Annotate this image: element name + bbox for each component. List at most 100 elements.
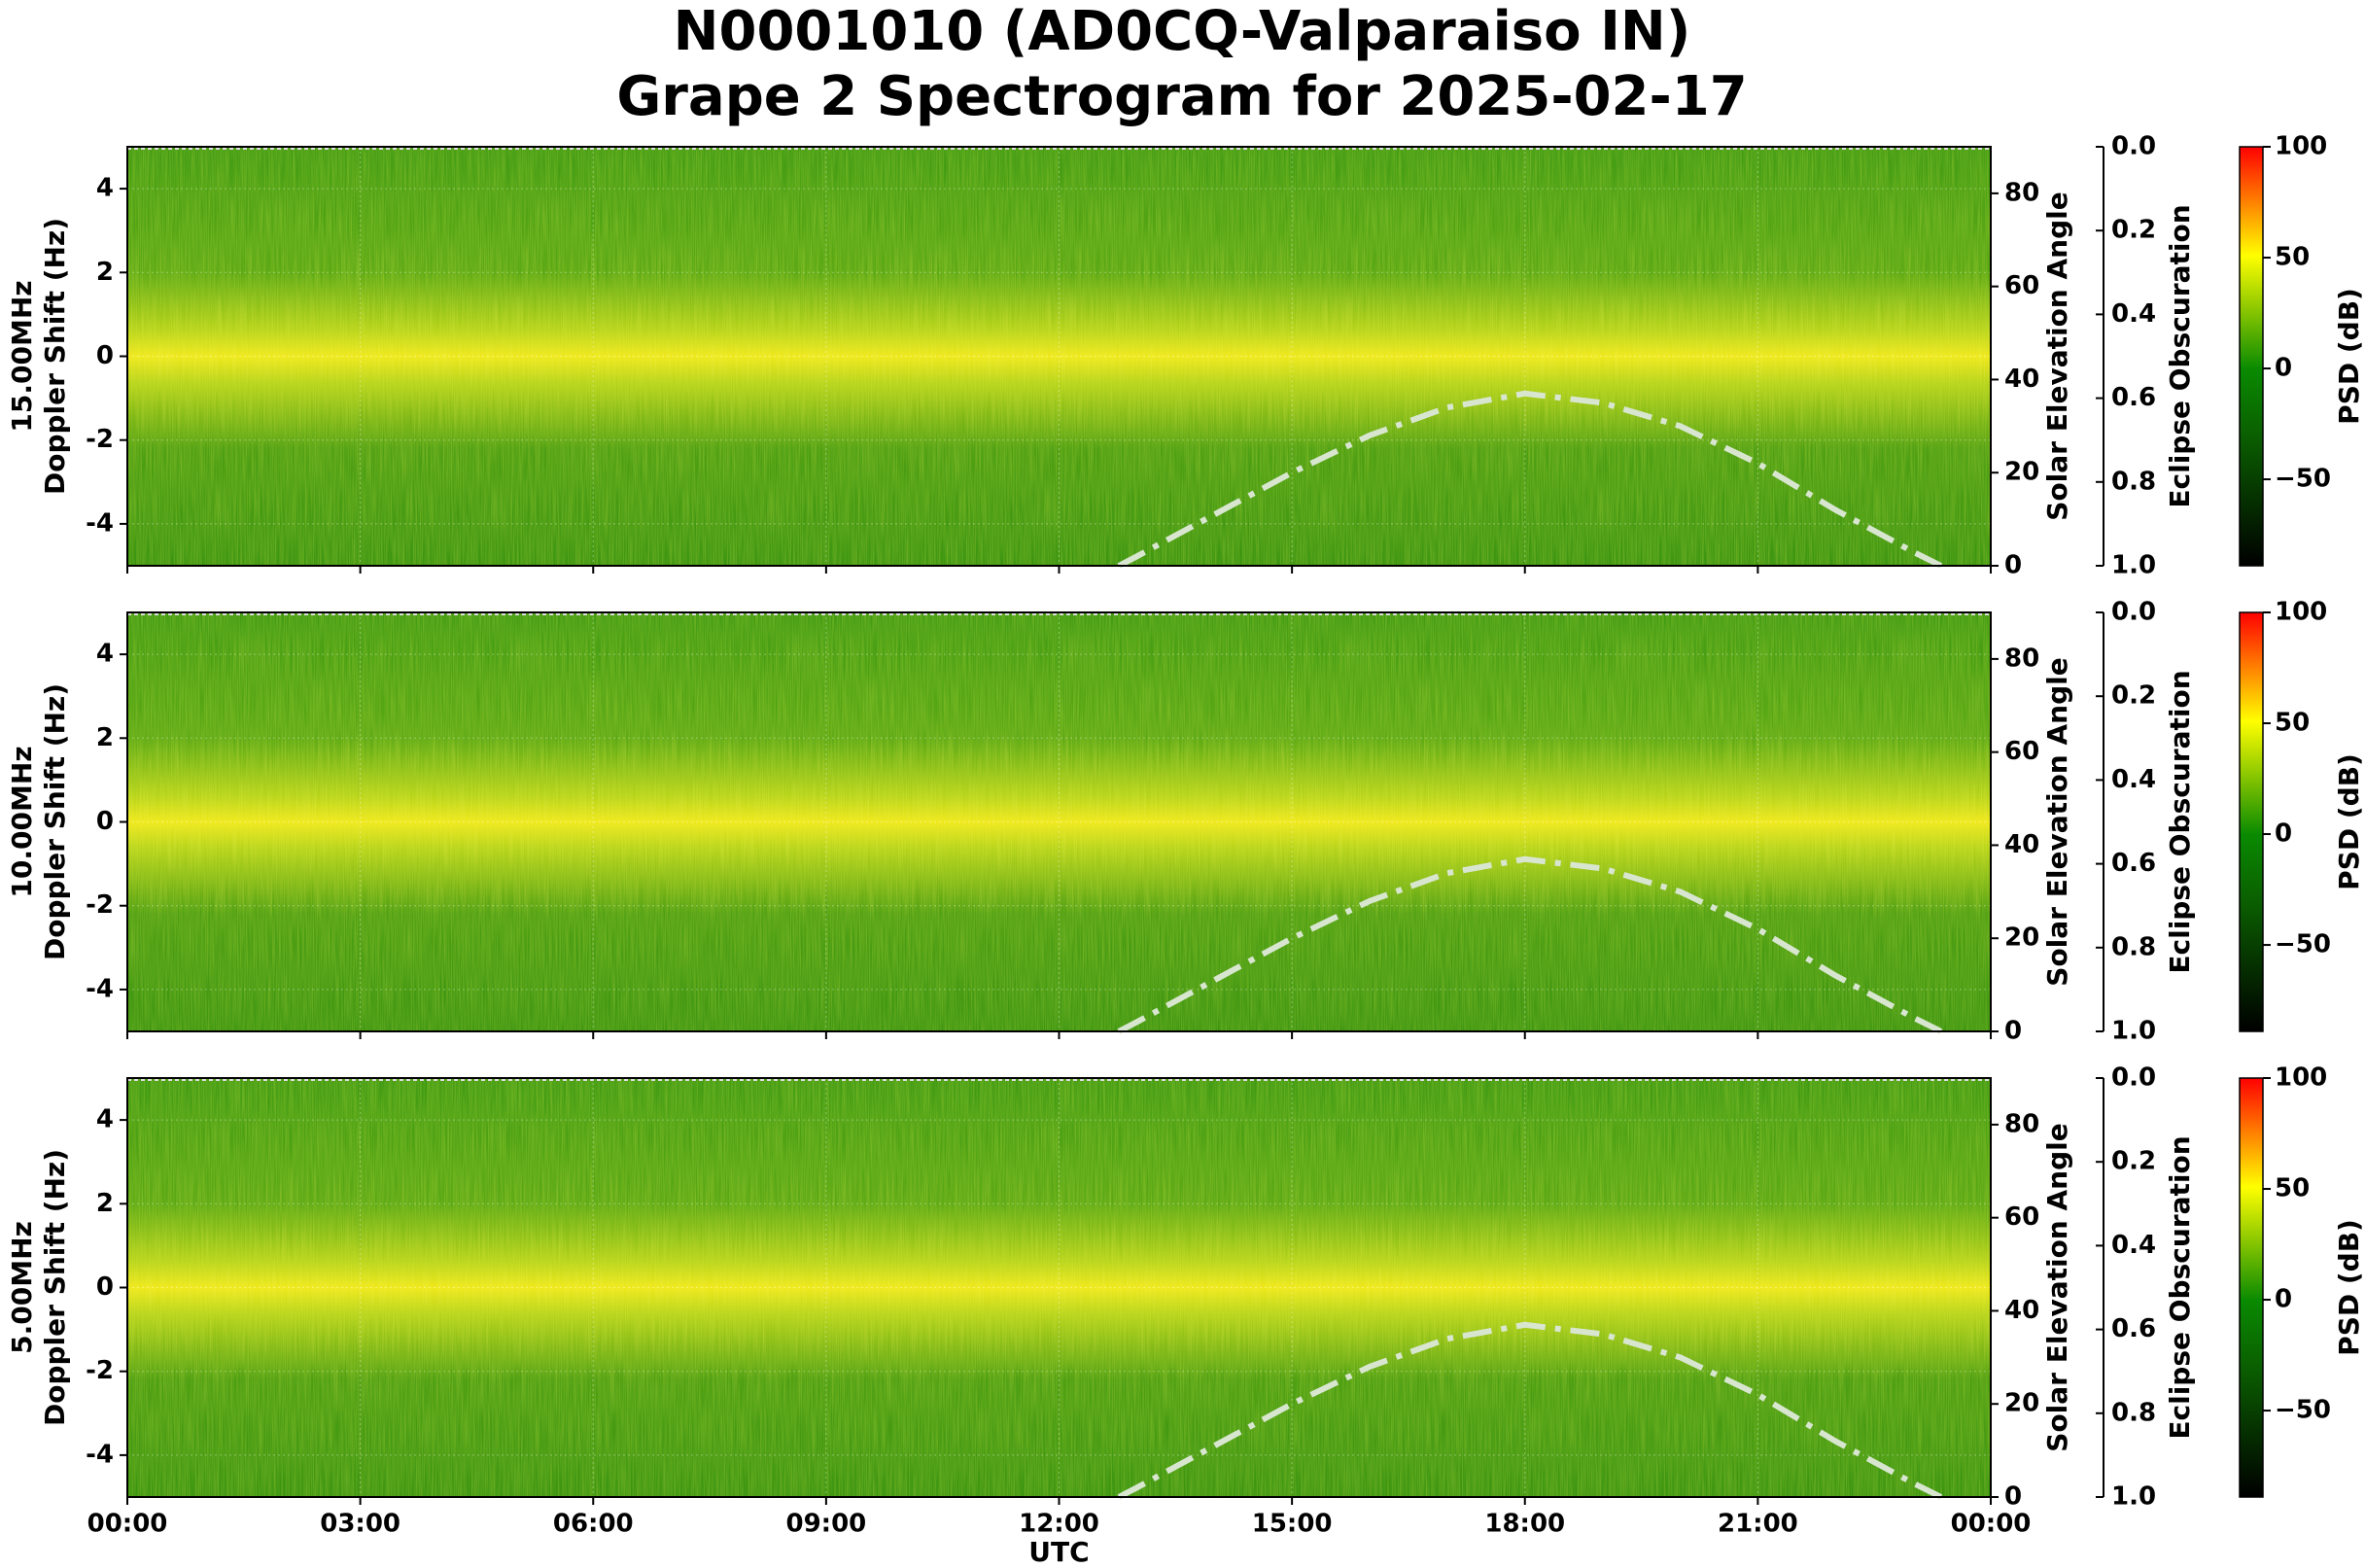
y-tick-label: 4 xyxy=(96,174,114,203)
y3-tick-label: 0.6 xyxy=(2111,1314,2156,1343)
y3-tick-label: 0.2 xyxy=(2111,1147,2156,1176)
colorbar xyxy=(2239,1077,2264,1498)
y2-axis-label: Solar Elevation Angle xyxy=(2041,192,2073,520)
plot-frame xyxy=(126,1077,1992,1498)
colorbar-label: PSD (dB) xyxy=(2333,1219,2365,1356)
colorbar-tick-label: 0 xyxy=(2275,354,2292,383)
y2-tick-label: 40 xyxy=(2004,1296,2039,1325)
colorbar xyxy=(2239,146,2264,567)
y3-axis-label: Eclipse Obscuration xyxy=(2164,204,2196,507)
colorbar-tick-label: −50 xyxy=(2275,1396,2331,1425)
y-tick-label: -4 xyxy=(86,974,114,1003)
y-tick-label: -2 xyxy=(86,890,114,920)
colorbar-tick-label: 100 xyxy=(2275,132,2327,161)
colorbar-tick-label: 50 xyxy=(2275,243,2310,272)
spectrogram-texture xyxy=(127,147,1991,566)
x-tick-label: 06:00 xyxy=(553,1510,634,1539)
y2-tick-label: 0 xyxy=(2004,1017,2022,1046)
y-axis-label: Doppler Shift (Hz) xyxy=(39,218,71,495)
y2-tick-label: 80 xyxy=(2004,178,2039,207)
y3-axis-label: Eclipse Obscuration xyxy=(2164,670,2196,973)
y3-tick-label: 0.6 xyxy=(2111,849,2156,878)
x-tick-label: 18:00 xyxy=(1484,1510,1565,1539)
y3-tick-label: 0.2 xyxy=(2111,681,2156,711)
y-tick-label: -2 xyxy=(86,1356,114,1385)
y-tick-label: 0 xyxy=(96,341,114,370)
y2-tick-label: 0 xyxy=(2004,551,2022,580)
x-tick-label: 15:00 xyxy=(1252,1510,1333,1539)
y-tick-label: -2 xyxy=(86,425,114,454)
solar-elevation-line xyxy=(1117,855,1943,1034)
y2-tick-label: 0 xyxy=(2004,1482,2022,1512)
y-tick-label: 2 xyxy=(96,723,114,752)
y2-tick-label: 20 xyxy=(2004,923,2039,953)
y-tick-label: 2 xyxy=(96,1189,114,1218)
x-tick-label: 12:00 xyxy=(1019,1510,1099,1539)
colorbar-tick-label: 0 xyxy=(2275,1285,2292,1314)
colorbar-label: PSD (dB) xyxy=(2333,753,2365,890)
y2-tick-label: 20 xyxy=(2004,458,2039,487)
spectrogram-texture xyxy=(127,612,1991,1031)
y3-tick-label: 1.0 xyxy=(2111,1482,2156,1512)
y2-tick-label: 60 xyxy=(2004,271,2039,300)
colorbar-tick-label: 50 xyxy=(2275,709,2310,738)
y-tick-label: 4 xyxy=(96,1105,114,1134)
spectrogram-texture xyxy=(127,1078,1991,1497)
y3-tick-label: 1.0 xyxy=(2111,1017,2156,1046)
x-tick-label: 09:00 xyxy=(785,1510,866,1539)
y-tick-label: -4 xyxy=(86,1440,114,1469)
y-axis-label: Doppler Shift (Hz) xyxy=(39,1149,71,1426)
colorbar-label: PSD (dB) xyxy=(2333,288,2365,425)
y-axis-label: 5.00MHz xyxy=(6,1221,38,1354)
y3-axis-label: Eclipse Obscuration xyxy=(2164,1135,2196,1439)
plot-frame xyxy=(126,611,1992,1032)
x-axis-label: UTC xyxy=(1028,1536,1089,1568)
plot-frame xyxy=(126,146,1992,567)
colorbar xyxy=(2239,611,2264,1032)
y-tick-label: 0 xyxy=(96,807,114,836)
y3-tick-label: 0.0 xyxy=(2111,1063,2156,1093)
x-tick-label: 21:00 xyxy=(1718,1510,1798,1539)
colorbar-tick-label: −50 xyxy=(2275,930,2331,959)
y3-tick-label: 0.8 xyxy=(2111,467,2156,496)
y-axis-label: 10.00MHz xyxy=(6,746,38,897)
y3-tick-label: 0.4 xyxy=(2111,299,2156,329)
title-line: Grape 2 Spectrogram for 2025-02-17 xyxy=(616,65,1747,128)
y-axis-label: 15.00MHz xyxy=(6,280,38,432)
y-tick-label: 0 xyxy=(96,1272,114,1302)
y2-tick-label: 40 xyxy=(2004,365,2039,394)
y3-tick-label: 0.0 xyxy=(2111,132,2156,161)
y3-tick-label: 0.2 xyxy=(2111,216,2156,245)
solar-elevation-line xyxy=(1117,390,1943,569)
x-tick-label: 00:00 xyxy=(1951,1510,2032,1539)
y2-axis-label: Solar Elevation Angle xyxy=(2041,1123,2073,1451)
y3-tick-label: 0.6 xyxy=(2111,383,2156,412)
x-tick-label: 00:00 xyxy=(87,1510,168,1539)
y3-tick-label: 0.0 xyxy=(2111,598,2156,627)
colorbar-tick-label: 100 xyxy=(2275,1063,2327,1093)
y-tick-label: -4 xyxy=(86,508,114,538)
y3-tick-label: 0.8 xyxy=(2111,1398,2156,1427)
title-line: N0001010 (AD0CQ-Valparaiso IN) xyxy=(674,0,1691,63)
x-tick-label: 03:00 xyxy=(320,1510,400,1539)
y3-tick-label: 1.0 xyxy=(2111,551,2156,580)
y3-tick-label: 0.4 xyxy=(2111,765,2156,794)
solar-elevation-line xyxy=(1117,1321,1943,1500)
colorbar-tick-label: 100 xyxy=(2275,598,2327,627)
y2-tick-label: 80 xyxy=(2004,1109,2039,1138)
colorbar-tick-label: 50 xyxy=(2275,1174,2310,1203)
y2-tick-label: 60 xyxy=(2004,737,2039,766)
y2-tick-label: 80 xyxy=(2004,644,2039,673)
y2-tick-label: 20 xyxy=(2004,1389,2039,1418)
colorbar-tick-label: 0 xyxy=(2275,819,2292,849)
y2-tick-label: 60 xyxy=(2004,1202,2039,1232)
y3-tick-label: 0.4 xyxy=(2111,1231,2156,1260)
y3-tick-label: 0.8 xyxy=(2111,932,2156,961)
y2-tick-label: 40 xyxy=(2004,830,2039,859)
y-tick-label: 4 xyxy=(96,640,114,669)
y-axis-label: Doppler Shift (Hz) xyxy=(39,683,71,960)
y2-axis-label: Solar Elevation Angle xyxy=(2041,657,2073,986)
colorbar-tick-label: −50 xyxy=(2275,465,2331,494)
